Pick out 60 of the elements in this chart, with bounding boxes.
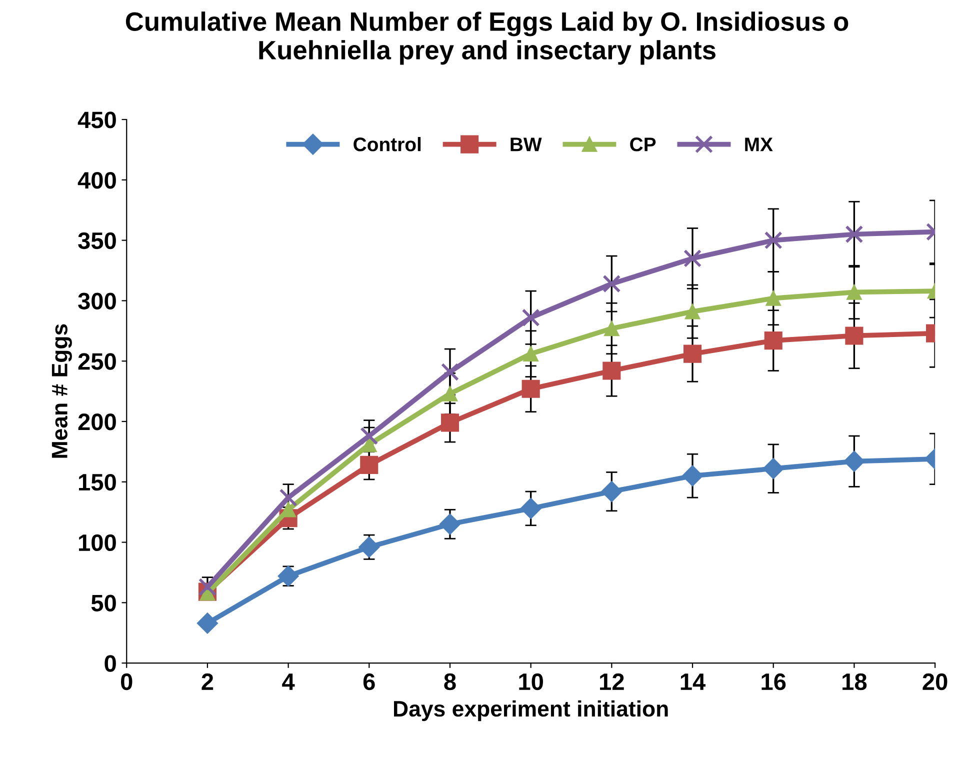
x-tick-label: 4 (282, 674, 295, 690)
point (766, 290, 781, 306)
point (440, 414, 460, 432)
y-tick-label: 250 (78, 353, 116, 370)
point (522, 308, 540, 327)
y-axis-title: Mean # Eggs (52, 324, 72, 458)
legend-label: MX (745, 138, 773, 152)
point (764, 231, 782, 250)
x-tick-label: 6 (363, 673, 375, 690)
point (198, 578, 216, 596)
point (604, 320, 620, 336)
legend-label: Control (354, 137, 421, 152)
point (682, 465, 704, 486)
point (602, 362, 621, 380)
y-tick-label: 350 (78, 232, 116, 250)
y-tick-label: 0 (104, 655, 116, 672)
x-tick-label: 20 (922, 673, 948, 690)
point (360, 426, 378, 446)
x-tick-label: 14 (680, 674, 706, 690)
point (845, 225, 864, 244)
point (279, 488, 298, 507)
y-tick-label: 150 (78, 474, 116, 491)
chart-title: Cumulative Mean Number of Eggs Laid by O. Insidiosus o Kuehniella prey and insectary plants (126, 12, 848, 65)
point (440, 362, 460, 381)
y-tick-label: 300 (78, 292, 116, 310)
point (522, 380, 540, 398)
point (196, 612, 218, 634)
x-tick-label: 8 (444, 673, 456, 690)
point (684, 304, 700, 320)
x-tick-label: 12 (600, 673, 624, 690)
point (601, 481, 622, 502)
point (278, 566, 299, 587)
point (358, 536, 380, 558)
x-tick-label: 16 (762, 673, 786, 690)
y-tick-label: 200 (78, 414, 116, 430)
y-tick-label: 400 (78, 172, 116, 189)
point (762, 458, 784, 480)
point (360, 456, 378, 474)
x-tick-label: 10 (519, 673, 543, 690)
x-tick-label: 18 (842, 673, 867, 690)
point (844, 450, 865, 472)
legend-label: CP (630, 138, 656, 152)
y-tick-label: 450 (78, 112, 116, 128)
y-tick-label: 50 (91, 594, 116, 612)
x-tick-label: 0 (120, 673, 132, 690)
point (442, 386, 458, 402)
point (602, 274, 621, 293)
point (683, 344, 702, 363)
x-axis-title: Days experiment initiation (394, 700, 668, 722)
point (845, 326, 864, 345)
point (523, 346, 538, 362)
y-tick-label: 100 (78, 534, 116, 552)
point (439, 514, 461, 535)
point (683, 249, 702, 268)
point (520, 498, 542, 519)
x-tick-label: 2 (202, 673, 214, 690)
point (764, 332, 782, 350)
point (362, 436, 377, 452)
legend-label: BW (510, 138, 542, 152)
point (846, 284, 862, 300)
